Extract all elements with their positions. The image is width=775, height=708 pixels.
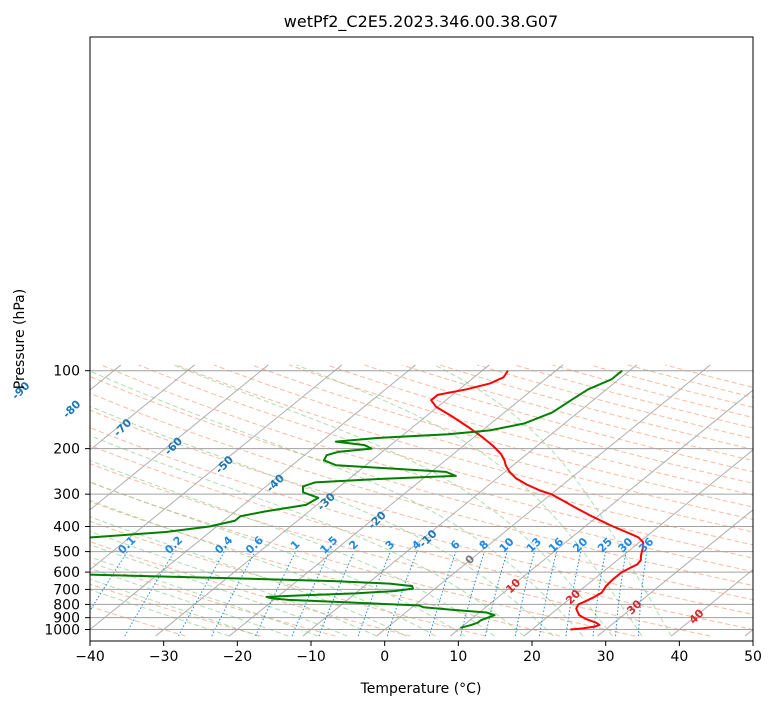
dry-adiabat	[90, 375, 753, 573]
dry-adiabat	[90, 444, 753, 630]
x-tick-label: 40	[670, 649, 688, 665]
mixing-ratio-line	[484, 551, 508, 637]
x-tick-label: 0	[380, 649, 389, 665]
mixing-ratio-line	[255, 551, 297, 637]
dry-adiabat	[90, 561, 336, 637]
mixing-ratio-line	[615, 551, 627, 637]
y-axis-label: Pressure (hPa)	[12, 289, 28, 389]
moist-adiabat	[90, 556, 318, 637]
isotherm-line	[449, 389, 753, 637]
mixing-ratio-line	[637, 551, 648, 637]
dry-adiabat	[90, 463, 711, 637]
isotherm-line	[90, 364, 195, 451]
y-tick-label: 500	[53, 545, 80, 561]
x-tick-label: 30	[597, 649, 615, 665]
y-tick-label: 200	[53, 442, 80, 458]
mixing-ratio-line	[460, 551, 485, 637]
moist-adiabat	[90, 530, 377, 637]
dry-adiabat	[100, 364, 753, 559]
dry-adiabat	[90, 409, 753, 601]
mixing-ratio-line	[514, 551, 535, 637]
dry-adiabat	[364, 364, 753, 473]
x-tick-label: −20	[223, 649, 253, 665]
y-tick-label: 700	[53, 582, 80, 598]
dry-adiabat	[90, 541, 411, 637]
x-tick-label: 50	[744, 649, 762, 665]
isotherm-line	[228, 364, 564, 637]
dry-adiabat	[213, 364, 753, 520]
isotherm-line	[376, 364, 711, 637]
mixing-ratio-line	[291, 551, 330, 637]
y-tick-label: 800	[53, 597, 80, 613]
isotherm-line	[597, 509, 753, 637]
pressure-grid	[90, 370, 753, 630]
dry-adiabat	[90, 501, 561, 637]
x-tick-label: 10	[449, 649, 467, 665]
moist-adiabat	[296, 364, 643, 637]
dry-adiabat	[90, 520, 486, 637]
dry-adiabat	[288, 364, 753, 496]
isotherm-line	[90, 364, 269, 511]
moist-adiabat	[90, 435, 525, 637]
dry-adiabat	[90, 392, 753, 587]
temperature-line	[430, 370, 645, 631]
dry-adiabat	[251, 364, 753, 508]
y-tick-label: 400	[53, 520, 80, 536]
y-tick-label: 1000	[44, 623, 80, 639]
dry-adiabat	[439, 364, 753, 450]
isotherm-line	[671, 569, 753, 637]
dry-adiabat	[401, 364, 753, 462]
y-tick-label: 100	[53, 364, 80, 380]
x-axis: −40 −30 −20 −10 0 10 20 30 40 50	[75, 641, 762, 665]
y-tick-label: 900	[53, 611, 80, 627]
mixing-ratio-line	[565, 551, 582, 637]
dry-adiabat	[514, 364, 753, 429]
dry-adiabat	[90, 427, 753, 615]
isotherm-line	[90, 364, 416, 631]
mixing-ratio-line	[428, 551, 457, 637]
dry-adiabat	[477, 364, 753, 440]
mixing-ratio-line	[386, 551, 418, 637]
x-axis-label: Temperature (°C)	[360, 681, 482, 697]
dry-adiabat	[552, 364, 753, 419]
chart-title: wetPf2_C2E5.2023.346.00.38.G07	[284, 12, 558, 32]
dewpoint_upper-line	[90, 369, 623, 539]
x-tick-label: −10	[296, 649, 326, 665]
mixing-ratio-line	[538, 551, 558, 637]
dry-adiabat	[90, 583, 261, 637]
isotherm-line	[523, 449, 753, 637]
moist-adiabat	[90, 499, 436, 637]
mixing-ratio-line	[357, 551, 391, 637]
profile-curves	[90, 369, 645, 631]
mixing-ratio-line	[90, 551, 128, 612]
isotherm-line	[90, 364, 343, 571]
x-tick-label: −40	[75, 649, 105, 665]
y-tick-label: 300	[53, 487, 80, 503]
plot-frame	[89, 36, 754, 642]
y-tick-label: 600	[53, 565, 80, 581]
isotherm-line	[302, 364, 637, 637]
x-tick-label: 20	[523, 649, 541, 665]
mixing-ratio-line	[124, 551, 175, 637]
x-tick-label: −30	[149, 649, 179, 665]
isotherm-line	[155, 364, 490, 637]
dewpoint-line	[90, 573, 496, 629]
dry-adiabat	[326, 364, 753, 484]
